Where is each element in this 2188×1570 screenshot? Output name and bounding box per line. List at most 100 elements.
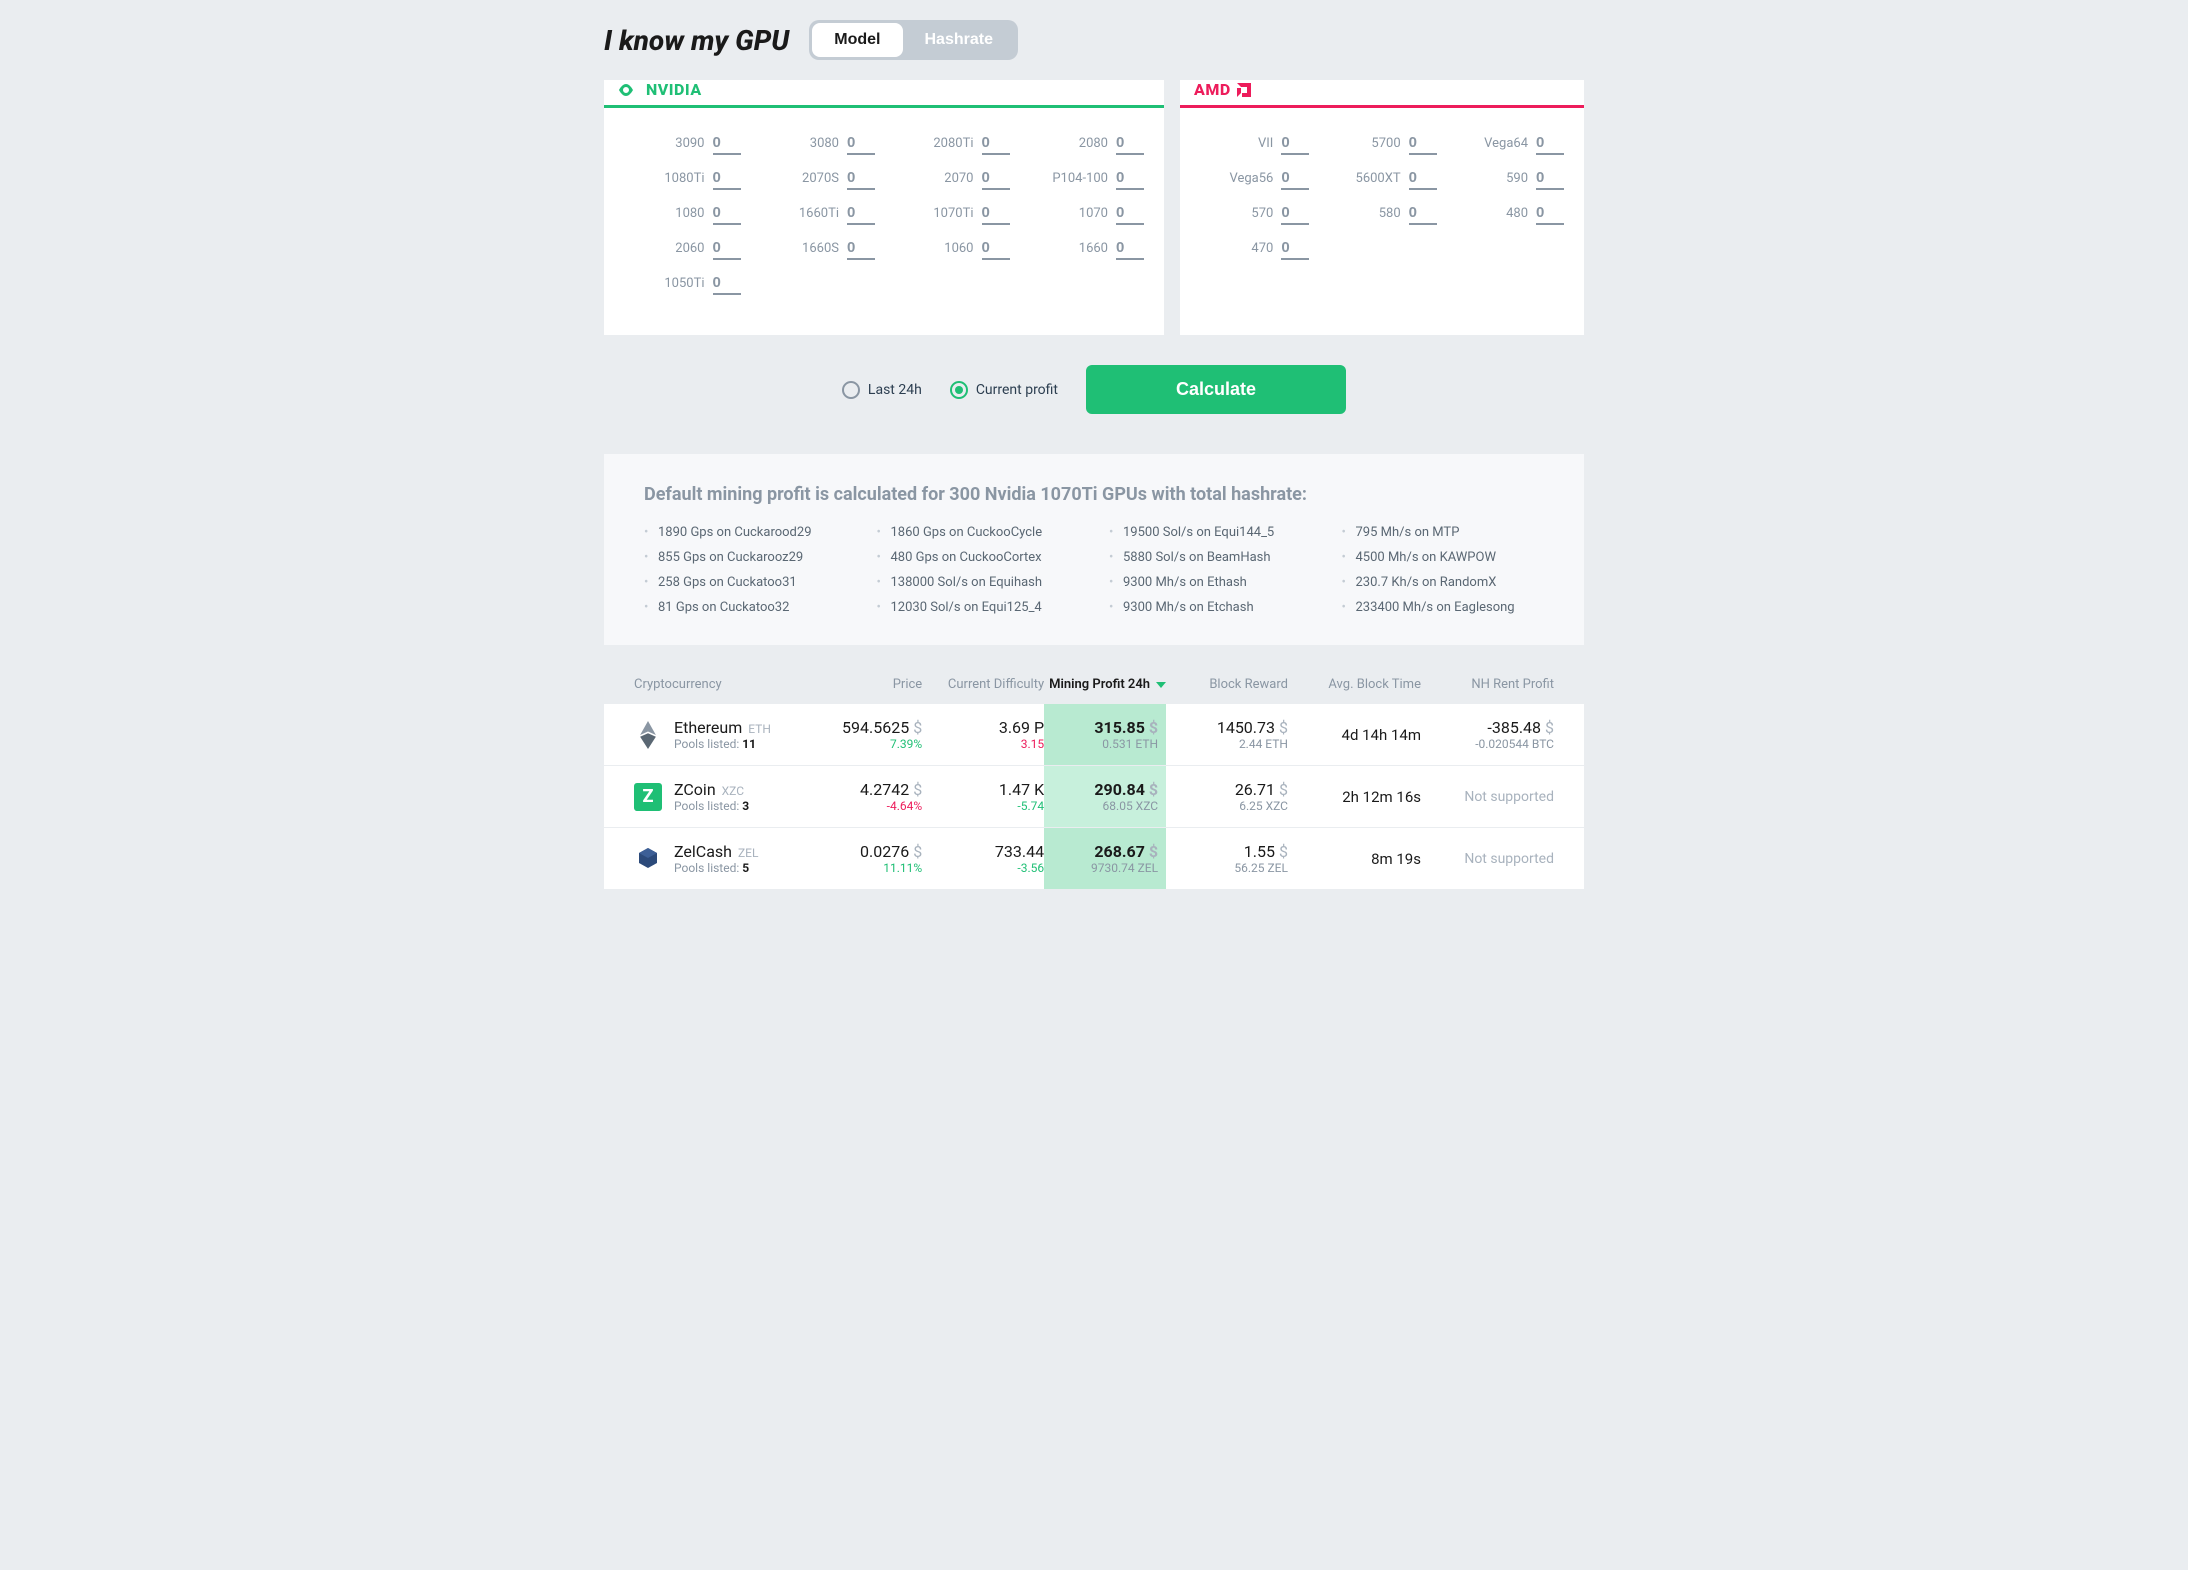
profit-cell: 315.85 $0.531 ETH <box>1044 704 1166 765</box>
coin-name: ZelCash <box>674 842 732 861</box>
th-nh[interactable]: NH Rent Profit <box>1421 677 1554 692</box>
table-row[interactable]: ZelCashZELPools listed: 50.0276 $11.11%7… <box>604 828 1584 890</box>
toggle-model[interactable]: Model <box>812 23 902 57</box>
th-price[interactable]: Price <box>811 677 922 692</box>
gpu-label: 3090 <box>675 136 704 151</box>
gpu-label: 1070 <box>1079 206 1108 221</box>
blocktime-cell: 2h 12m 16s <box>1288 788 1421 806</box>
gpu-input-nvidia-2060[interactable] <box>713 237 741 260</box>
gpu-input-nvidia-2070s[interactable] <box>847 167 875 190</box>
blocktime-cell: 4d 14h 14m <box>1288 726 1421 744</box>
hashrate-item: 81 Gps on Cuckatoo32 <box>644 600 847 615</box>
gpu-cell-amd-vii: VII <box>1200 132 1309 155</box>
coin-name: ZCoin <box>674 780 716 799</box>
gpu-label: P104-100 <box>1052 171 1108 186</box>
nvidia-panel: NVIDIA 309030802080Ti20801080Ti2070S2070… <box>604 80 1164 335</box>
gpu-input-nvidia-1050ti[interactable] <box>713 272 741 295</box>
gpu-label: Vega56 <box>1229 171 1273 186</box>
gpu-cell-nvidia-1060: 1060 <box>893 237 1010 260</box>
nvidia-eye-icon <box>618 82 640 98</box>
gpu-input-nvidia-1660ti[interactable] <box>847 202 875 225</box>
gpu-input-nvidia-3090[interactable] <box>713 132 741 155</box>
coin-pools: Pools listed: 11 <box>674 737 771 751</box>
gpu-input-nvidia-1660s[interactable] <box>847 237 875 260</box>
gpu-label: 570 <box>1251 206 1273 221</box>
toggle-hashrate[interactable]: Hashrate <box>903 23 1015 57</box>
gpu-cell-nvidia-3090: 3090 <box>624 132 741 155</box>
gpu-cell-nvidia-1050ti: 1050Ti <box>624 272 741 295</box>
hashrate-item: 9300 Mh/s on Ethash <box>1109 575 1312 590</box>
gpu-input-nvidia-1080ti[interactable] <box>713 167 741 190</box>
gpu-label: 1080 <box>675 206 704 221</box>
gpu-input-nvidia-1060[interactable] <box>982 237 1010 260</box>
radio-last24h[interactable]: Last 24h <box>842 381 922 399</box>
profit-cell: 290.84 $68.05 XZC <box>1044 766 1166 827</box>
hashrate-item: 19500 Sol/s on Equi144_5 <box>1109 525 1312 540</box>
difficulty-cell: 1.47 K-5.74 <box>922 780 1044 813</box>
gpu-cell-amd-470: 470 <box>1200 237 1309 260</box>
zelcash-icon <box>634 845 662 873</box>
price-cell: 4.2742 $-4.64% <box>811 780 922 813</box>
coin-ticker: ETH <box>748 722 771 736</box>
calculate-button[interactable]: Calculate <box>1086 365 1346 414</box>
gpu-input-nvidia-p104-100[interactable] <box>1116 167 1144 190</box>
hashrate-item: 795 Mh/s on MTP <box>1342 525 1545 540</box>
th-crypto[interactable]: Cryptocurrency <box>634 677 811 692</box>
gpu-label: 1660Ti <box>799 206 839 221</box>
gpu-input-amd-590[interactable] <box>1536 167 1564 190</box>
radio-current[interactable]: Current profit <box>950 381 1058 399</box>
difficulty-cell: 3.69 P3.15 <box>922 718 1044 751</box>
th-reward[interactable]: Block Reward <box>1166 677 1288 692</box>
table-row[interactable]: EthereumETHPools listed: 11594.5625 $7.3… <box>604 704 1584 766</box>
gpu-input-nvidia-2070[interactable] <box>982 167 1010 190</box>
gpu-cell-nvidia-2070: 2070 <box>893 167 1010 190</box>
coin-pools: Pools listed: 3 <box>674 799 749 813</box>
gpu-label: 1070Ti <box>933 206 973 221</box>
gpu-input-amd-580[interactable] <box>1409 202 1437 225</box>
gpu-input-amd-vii[interactable] <box>1281 132 1309 155</box>
coin-ticker: ZEL <box>738 846 758 860</box>
gpu-cell-amd-vega64: Vega64 <box>1455 132 1564 155</box>
gpu-label: 2070 <box>944 171 973 186</box>
gpu-cell-amd-580: 580 <box>1327 202 1436 225</box>
gpu-input-amd-vega64[interactable] <box>1536 132 1564 155</box>
info-title: Default mining profit is calculated for … <box>644 484 1544 505</box>
gpu-cell-nvidia-1080ti: 1080Ti <box>624 167 741 190</box>
gpu-label: Vega64 <box>1484 136 1528 151</box>
gpu-input-nvidia-2080[interactable] <box>1116 132 1144 155</box>
gpu-input-amd-5700[interactable] <box>1409 132 1437 155</box>
nvidia-logo: NVIDIA <box>618 80 1150 99</box>
gpu-input-amd-470[interactable] <box>1281 237 1309 260</box>
hashrate-item: 1890 Gps on Cuckarood29 <box>644 525 847 540</box>
profit-cell: 268.67 $9730.74 ZEL <box>1044 828 1166 889</box>
gpu-input-nvidia-1660[interactable] <box>1116 237 1144 260</box>
info-panel: Default mining profit is calculated for … <box>604 454 1584 645</box>
gpu-cell-amd-5600xt: 5600XT <box>1327 167 1436 190</box>
th-profit-label: Mining Profit 24h <box>1049 677 1150 692</box>
gpu-input-nvidia-2080ti[interactable] <box>982 132 1010 155</box>
gpu-input-nvidia-1080[interactable] <box>713 202 741 225</box>
gpu-input-amd-570[interactable] <box>1281 202 1309 225</box>
hashrate-item: 233400 Mh/s on Eaglesong <box>1342 600 1545 615</box>
th-profit[interactable]: Mining Profit 24h <box>1044 677 1166 692</box>
gpu-label: 3080 <box>810 136 839 151</box>
table-row[interactable]: ZZCoinXZCPools listed: 34.2742 $-4.64%1.… <box>604 766 1584 828</box>
gpu-input-amd-vega56[interactable] <box>1281 167 1309 190</box>
th-blocktime[interactable]: Avg. Block Time <box>1288 677 1421 692</box>
gpu-label: 1660 <box>1079 241 1108 256</box>
gpu-input-nvidia-1070ti[interactable] <box>982 202 1010 225</box>
radio-current-label: Current profit <box>976 382 1058 398</box>
gpu-label: 480 <box>1506 206 1528 221</box>
hashrate-item: 230.7 Kh/s on RandomX <box>1342 575 1545 590</box>
th-difficulty[interactable]: Current Difficulty <box>922 677 1044 692</box>
gpu-input-nvidia-1070[interactable] <box>1116 202 1144 225</box>
gpu-input-amd-480[interactable] <box>1536 202 1564 225</box>
hashrate-item: 480 Gps on CuckooCortex <box>877 550 1080 565</box>
nh-cell: Not supported <box>1421 789 1554 805</box>
coin-cell: EthereumETHPools listed: 11 <box>634 718 811 751</box>
gpu-input-amd-5600xt[interactable] <box>1409 167 1437 190</box>
nvidia-label: NVIDIA <box>646 80 702 99</box>
gpu-cell-nvidia-1660: 1660 <box>1028 237 1145 260</box>
gpu-input-nvidia-3080[interactable] <box>847 132 875 155</box>
hashrate-item: 4500 Mh/s on KAWPOW <box>1342 550 1545 565</box>
